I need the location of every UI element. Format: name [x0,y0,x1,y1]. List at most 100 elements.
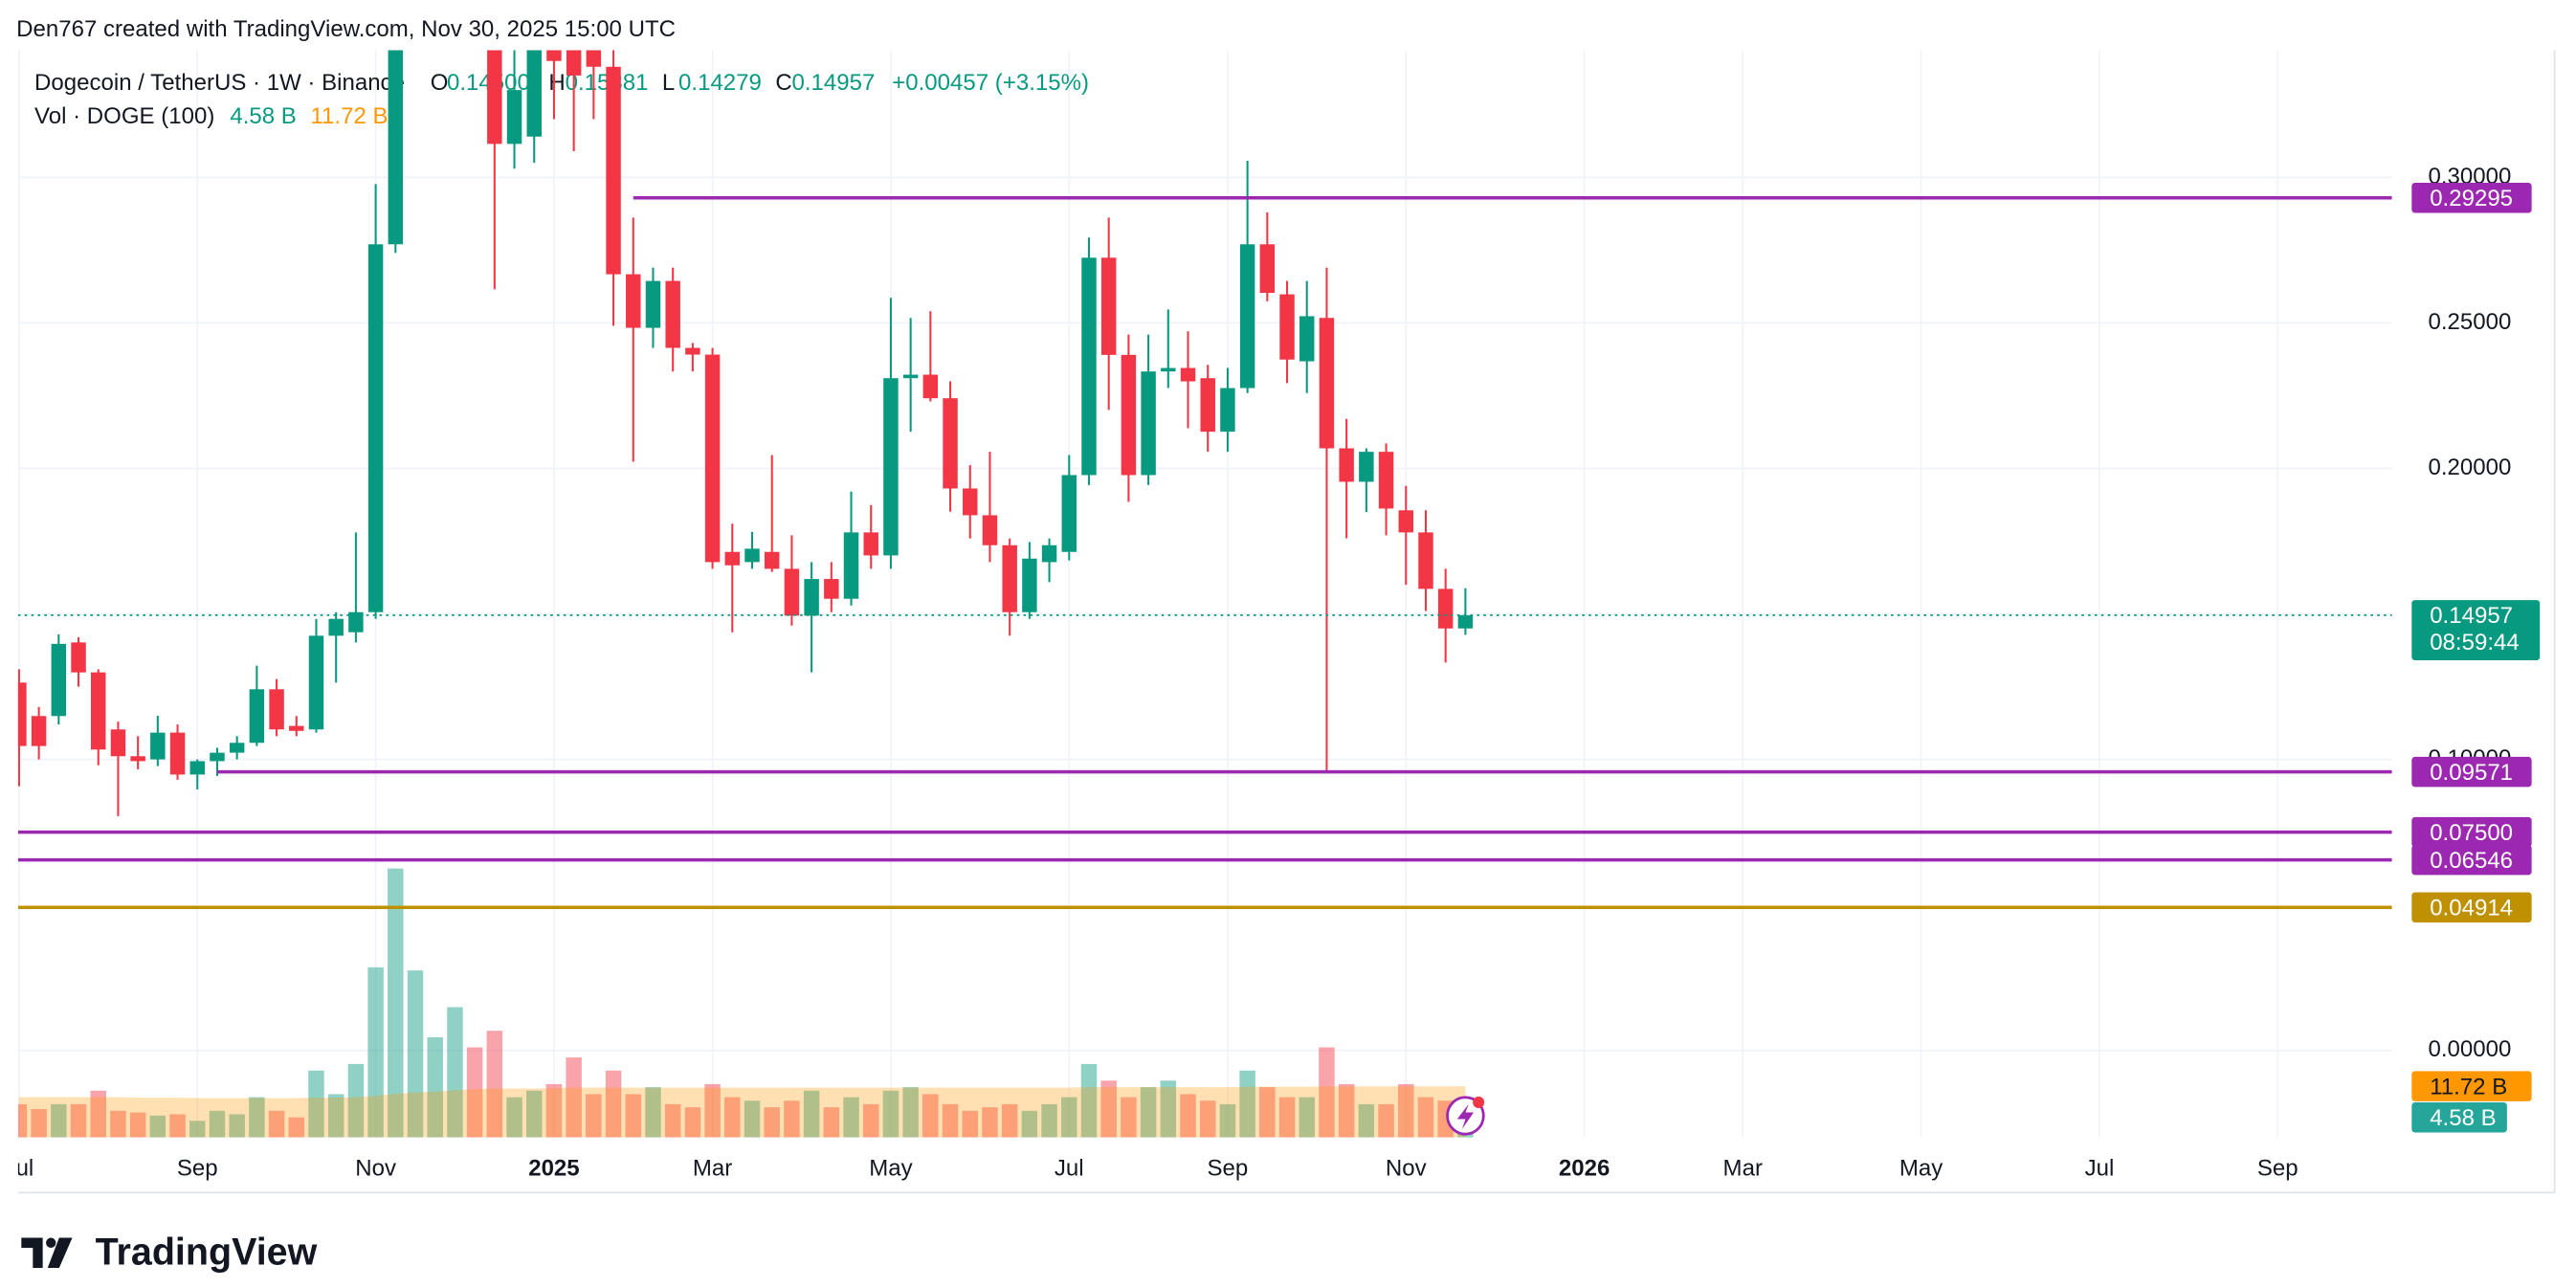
candle-body [566,50,582,76]
volume-bar [784,1100,800,1138]
volume-bar [645,1087,661,1138]
level-box [2411,892,2532,923]
y-tick-label: 0.25000 [2428,309,2511,335]
candle-body [1081,257,1097,476]
x-tick-label: May [869,1155,913,1181]
volume-bar [149,1115,167,1138]
x-tick-label: Sep [177,1155,218,1181]
candle-body [1141,371,1156,476]
volume-bar [764,1107,780,1138]
volume-bar [664,1103,681,1138]
x-tick-label: Jul [5,1155,34,1181]
volume-bar [823,1107,840,1138]
volume-bar [882,1090,899,1138]
candle-body [1041,544,1057,563]
volume-bar [902,1087,919,1138]
volume-bar [1378,1103,1394,1138]
candle-body [943,398,958,489]
legend-key: L [662,70,675,96]
volume-ma-value: 11.72 B [310,103,388,129]
candle-body [744,548,760,563]
candle-body [724,551,741,566]
volume-ma-area [18,1086,1466,1138]
volume-bar [1041,1103,1057,1138]
candle-body [606,66,621,275]
x-tick-label: 2026 [1559,1155,1610,1181]
candle-body [963,488,978,516]
volume-bar [526,1090,543,1138]
candle-body [685,347,700,355]
level-label: 0.29295 [2430,186,2513,211]
candle-body [804,579,819,616]
candle-body [1180,367,1196,382]
brand: TradingView [96,1231,319,1273]
volume-bar [209,1110,226,1138]
candle-body [1239,244,1255,389]
candle-body [1061,475,1077,552]
candle-body [269,689,284,730]
volume-bar [982,1107,998,1138]
candle-body [51,643,67,717]
candle-body [1378,452,1394,509]
volume-bar [288,1117,305,1138]
candle-body [626,274,641,328]
candle-body [1359,452,1374,482]
volume-bar [1180,1094,1196,1138]
legend-low: 0.14279 [678,70,762,96]
candle-body [1121,354,1137,476]
legend-close: 0.14957 [792,70,876,96]
volume-bar [90,1090,106,1138]
candle-body [110,729,126,757]
volume-name: Vol · DOGE (100) [34,103,214,129]
volume-bar [486,1031,503,1138]
volume-bar [327,1094,344,1138]
candle-body [1220,388,1235,433]
volume-bar [249,1097,265,1138]
level-label: 0.04914 [2430,895,2513,921]
volume-bar [17,1103,28,1138]
candle-body [328,618,344,636]
legend-change: +0.00457 (+3.15%) [892,70,1089,96]
candle-body [982,515,998,545]
candle-body [902,374,919,379]
candle-body [526,50,542,137]
candle-body [1339,448,1354,482]
legend-key: H [548,70,565,96]
volume-bar [1199,1100,1216,1138]
candle-body [1437,588,1454,629]
volume-bar [1278,1097,1296,1138]
volume-bar [744,1100,761,1138]
volume-ma-box [2411,1071,2532,1101]
volume-bar [586,1094,602,1138]
candle-body [1279,294,1295,360]
x-tick-label: Jul [2085,1155,2115,1181]
volume-bar [1100,1080,1117,1138]
last-price-label: 0.14957 [2430,603,2513,629]
legend-key: O [431,70,449,96]
volume-bar [942,1103,959,1138]
volume-bar [1121,1097,1137,1138]
legend: Dogecoin / TetherUS · 1W · Binance O 0.1… [34,70,1089,129]
candle-body [487,50,502,144]
alert-icon [1446,1096,1485,1136]
volume-bar [803,1090,820,1138]
candle-body [150,732,166,760]
x-tick-label: Jul [1055,1155,1084,1181]
volume-bar [1417,1097,1434,1138]
volume-bar [1358,1103,1375,1138]
candle-body [1100,257,1117,355]
candle-body [249,689,265,744]
x-tick-label: Sep [2257,1155,2298,1181]
volume-bar [1160,1080,1177,1138]
volume-bar [169,1114,186,1138]
candle-body [31,716,47,746]
volume-bar [229,1114,245,1138]
candle-body [1457,614,1474,629]
volume-bar [506,1097,522,1138]
candle-body [883,378,899,556]
level-box [2411,844,2532,876]
volume-bar [110,1110,126,1138]
y-tick-label: 0.00000 [2428,1036,2511,1062]
volume-bar [1398,1083,1414,1138]
